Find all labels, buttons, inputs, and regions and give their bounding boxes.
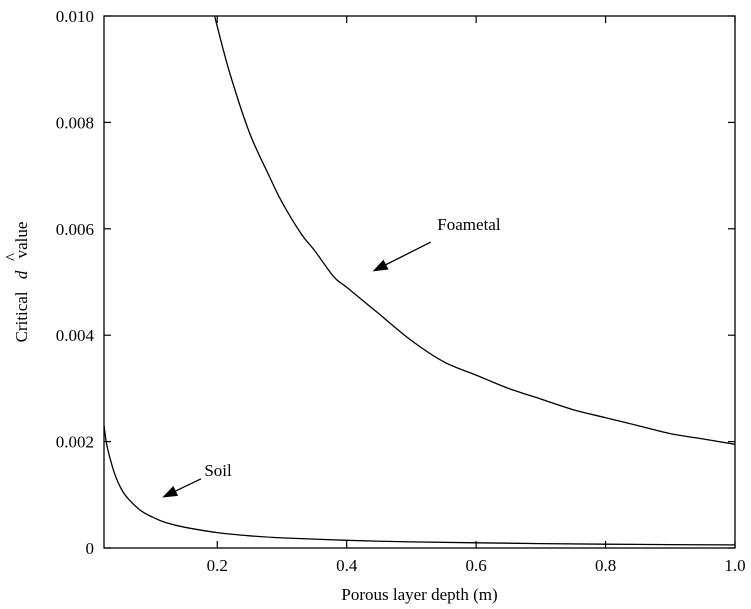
annotation-arrowhead-foametal — [372, 259, 389, 272]
svg-text:Critical d value: Critical d value — [12, 222, 31, 343]
x-axis-label: Porous layer depth (m) — [341, 585, 497, 604]
x-tick-label: 0.8 — [595, 556, 616, 575]
annotation-arrowhead-soil — [162, 486, 179, 498]
x-tick-label: 0.4 — [336, 556, 358, 575]
plot-frame — [103, 15, 736, 549]
y-axis-label-hat: ^ — [2, 253, 21, 261]
annotation-arrow-soil — [175, 478, 202, 492]
y-tick-label: 0.006 — [56, 220, 94, 239]
y-axis: 0 0.002 0.004 0.006 0.008 0.010 — [56, 7, 735, 558]
y-tick-label: 0.010 — [56, 7, 94, 26]
annotation-foametal: Foametal — [437, 215, 501, 234]
annotation-soil: Soil — [204, 461, 232, 480]
x-tick-label: 1.0 — [724, 556, 745, 575]
x-tick-label: 0.6 — [466, 556, 487, 575]
y-tick-label: 0.008 — [56, 113, 94, 132]
y-tick-label: 0 — [86, 539, 95, 558]
y-axis-label-variable: d — [12, 270, 31, 279]
series-layer — [104, 16, 735, 546]
series-line-foametal — [213, 16, 735, 445]
x-tick-label: 0.2 — [207, 556, 228, 575]
y-tick-label: 0.004 — [56, 326, 95, 345]
y-axis-label: Critical d value ^ — [2, 222, 31, 343]
series-line-soil — [104, 425, 735, 546]
y-axis-label-suffix: value — [12, 222, 31, 259]
y-tick-label: 0.002 — [56, 433, 94, 452]
annotation-layer: Foametal Soil — [162, 215, 501, 498]
y-axis-label-prefix: Critical — [12, 291, 31, 342]
annotation-arrow-foametal — [385, 241, 432, 266]
x-axis: 0.2 0.4 0.6 0.8 1.0 — [207, 16, 746, 575]
